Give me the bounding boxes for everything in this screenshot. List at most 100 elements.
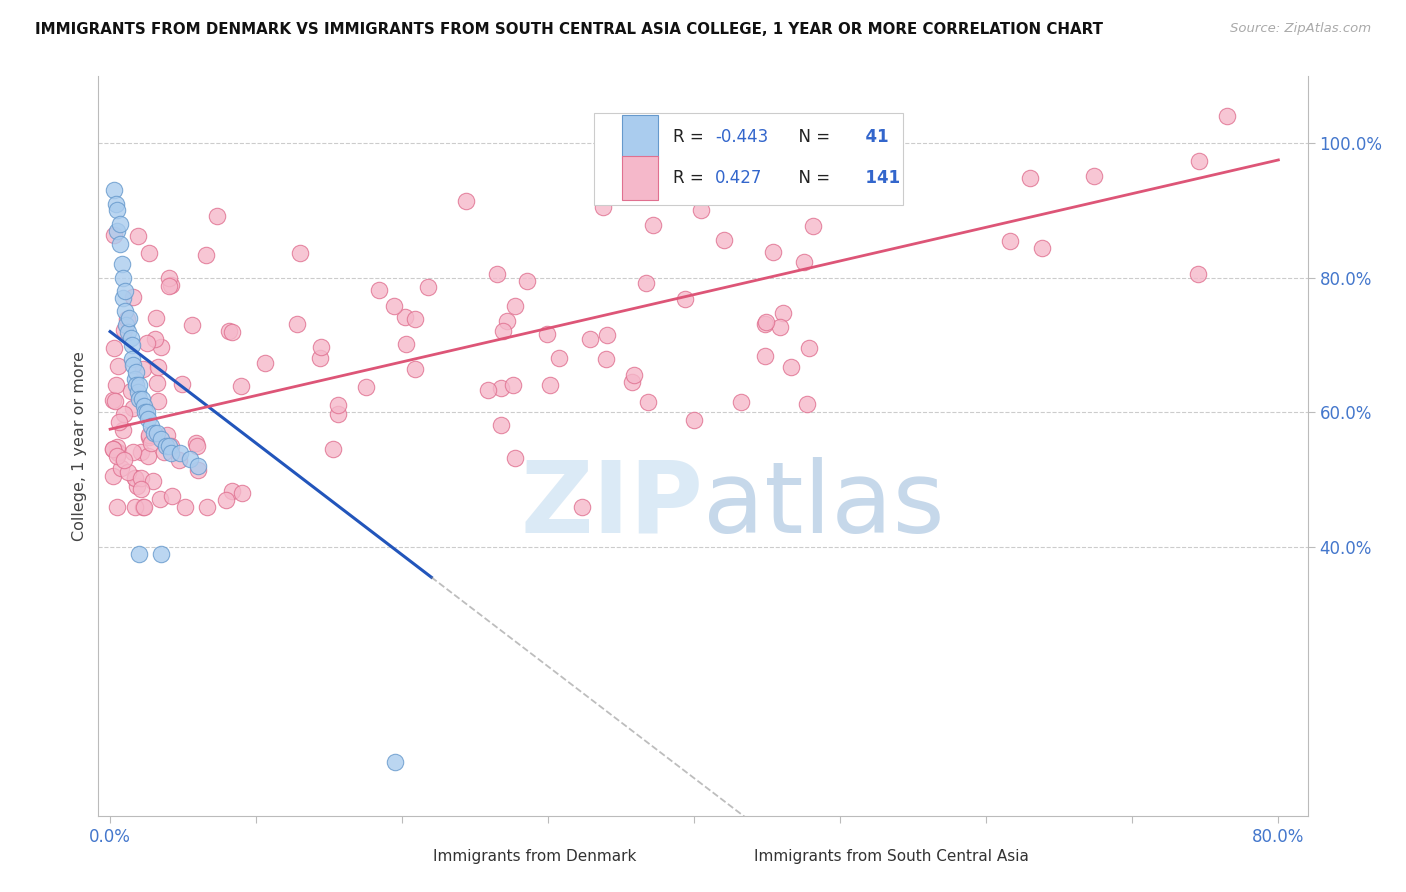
Point [141, 436, 163, 450]
Point [104, 393, 127, 408]
Point [395, 336, 418, 351]
Point [101, 469, 124, 483]
Point [404, 361, 426, 376]
Point [187, 463, 209, 477]
Point [187, 459, 209, 474]
Point [754, 350, 776, 364]
Point [110, 460, 132, 475]
Point [142, 425, 165, 440]
Point [120, 384, 142, 398]
Point [125, 378, 148, 392]
Point [110, 237, 132, 252]
Y-axis label: College, 1 year or more: College, 1 year or more [72, 351, 87, 541]
Point [114, 407, 136, 421]
Point [801, 219, 824, 233]
Point [184, 436, 207, 450]
Point [641, 218, 664, 232]
Point [780, 359, 803, 374]
Text: N =: N = [787, 169, 830, 187]
Point [326, 398, 349, 412]
Point [195, 500, 218, 514]
Point [104, 196, 127, 211]
Point [1188, 154, 1211, 169]
Point [112, 323, 135, 337]
Point [503, 450, 526, 465]
Point [215, 493, 238, 508]
Point [121, 351, 143, 366]
Point [132, 399, 155, 413]
Text: N =: N = [787, 128, 830, 146]
Point [136, 450, 159, 464]
Point [578, 332, 600, 346]
Point [157, 279, 180, 293]
Point [146, 376, 169, 391]
Point [172, 376, 194, 391]
Point [491, 381, 513, 395]
Point [793, 255, 815, 269]
Point [107, 445, 129, 459]
Point [107, 224, 129, 238]
Point [159, 439, 181, 453]
Point [110, 217, 132, 231]
Point [135, 335, 157, 350]
Point [115, 318, 138, 332]
Point [221, 325, 243, 339]
Point [162, 489, 184, 503]
Point [538, 378, 561, 392]
Point [503, 299, 526, 313]
Point [124, 372, 146, 386]
Bar [716, 844, 742, 870]
Point [754, 317, 776, 331]
Point [516, 274, 538, 288]
Point [155, 439, 177, 453]
Point [122, 401, 145, 416]
Point [730, 394, 752, 409]
Point [101, 393, 124, 408]
Text: atlas: atlas [703, 457, 945, 554]
Point [799, 341, 821, 355]
Point [120, 331, 142, 345]
Text: Immigrants from South Central Asia: Immigrants from South Central Asia [754, 849, 1029, 864]
Text: IMMIGRANTS FROM DENMARK VS IMMIGRANTS FROM SOUTH CENTRAL ASIA COLLEGE, 1 YEAR OR: IMMIGRANTS FROM DENMARK VS IMMIGRANTS FR… [35, 22, 1104, 37]
Point [105, 378, 128, 392]
Bar [395, 844, 422, 870]
Text: 0.427: 0.427 [716, 169, 762, 187]
Point [105, 440, 128, 454]
Point [733, 178, 755, 193]
Point [636, 276, 658, 290]
Point [143, 333, 166, 347]
Point [136, 412, 159, 426]
Point [129, 470, 152, 484]
Point [128, 378, 150, 392]
Point [592, 201, 614, 215]
Point [157, 271, 180, 285]
Point [128, 547, 150, 561]
Text: Source: ZipAtlas.com: Source: ZipAtlas.com [1230, 22, 1371, 36]
Point [134, 500, 156, 514]
Point [157, 439, 180, 453]
Point [150, 547, 173, 561]
Point [124, 500, 146, 514]
Point [118, 311, 141, 326]
Point [595, 351, 617, 366]
Bar [621, 115, 658, 160]
Point [149, 340, 172, 354]
Point [107, 359, 129, 373]
Point [122, 289, 145, 303]
Point [1019, 171, 1042, 186]
Point [139, 418, 162, 433]
Point [755, 315, 778, 329]
Point [637, 394, 659, 409]
Text: -0.443: -0.443 [716, 128, 768, 146]
Point [146, 425, 169, 440]
Point [623, 368, 645, 383]
Text: Immigrants from Denmark: Immigrants from Denmark [433, 849, 637, 864]
Point [107, 203, 129, 218]
Point [146, 394, 169, 409]
Point [167, 452, 190, 467]
Point [205, 209, 228, 223]
Point [101, 442, 124, 456]
Point [105, 449, 128, 463]
Text: 41: 41 [855, 128, 889, 146]
Point [131, 392, 153, 406]
